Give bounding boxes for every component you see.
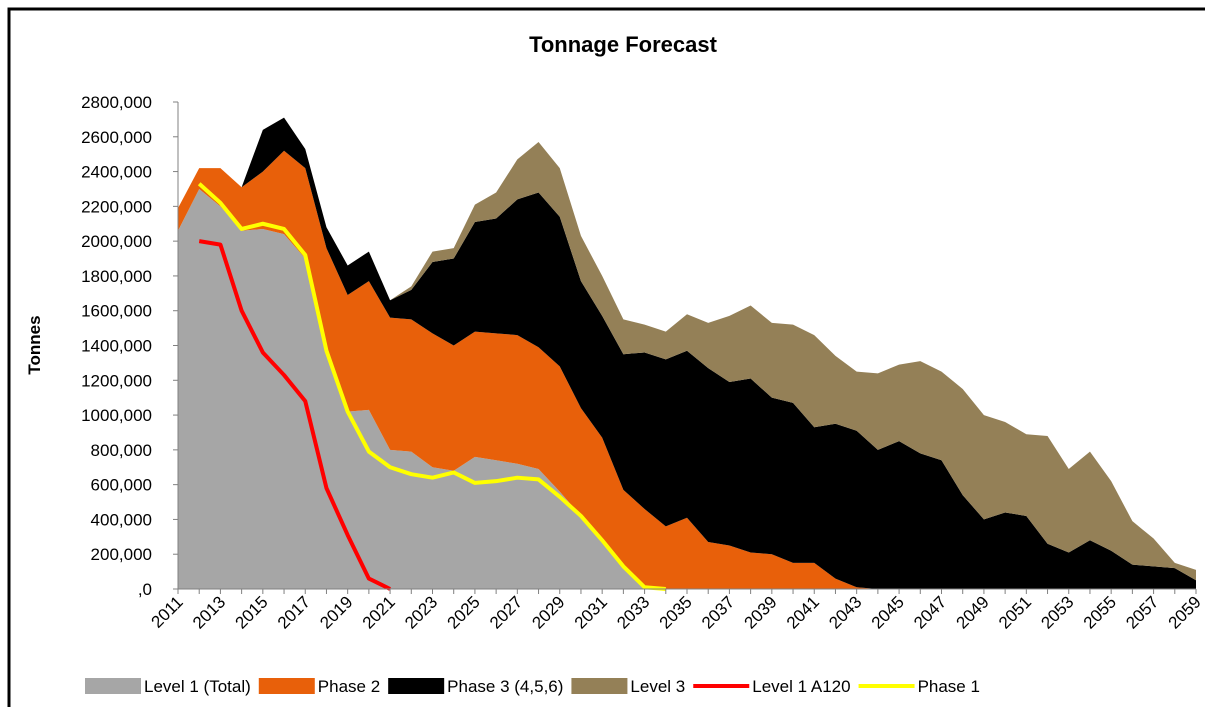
legend-swatch [388,678,445,694]
y-tick-label: 2400,000 [81,163,152,182]
area [178,188,1196,589]
legend-label: Phase 3 (4,5,6) [447,677,563,696]
x-tick-label: 2023 [401,592,441,632]
x-tick-label: 2051 [995,592,1035,632]
x-tick-label: 2035 [656,592,696,632]
legend-swatch [258,678,315,694]
x-tick-label: 2019 [316,592,356,632]
y-tick-label: 2600,000 [81,128,152,147]
y-tick-label: 2800,000 [81,93,152,112]
x-tick-label: 2025 [444,592,484,632]
x-tick-label: 2029 [528,592,568,632]
x-tick-label: 2015 [231,592,271,632]
line [198,239,391,591]
line [197,182,666,591]
x-tick-label: 2041 [783,592,823,632]
y-tick-label: 600,000 [91,476,152,495]
x-tick-label: 2021 [359,592,399,632]
x-tick-label: 2011 [148,592,187,631]
x-tick-label: 2047 [910,592,950,632]
x-tick-label: 2053 [1037,592,1077,632]
x-tick-label: 2037 [698,592,738,632]
chart-frame [7,7,1205,707]
y-tick-label: 1600,000 [81,302,152,321]
legend-swatch [85,678,141,694]
chart-title: Tonnage Forecast [529,32,718,57]
legend-label: Phase 1 [918,677,980,696]
area [178,150,1196,589]
y-tick-label: 800,000 [91,441,152,460]
x-tick-label: 2049 [953,592,993,632]
legend-label: Level 1 A120 [752,677,850,696]
area [178,117,1196,590]
y-tick-label: ,0 [138,580,152,599]
legend-label: Level 3 [630,677,685,696]
x-tick-label: 2057 [1122,592,1162,632]
legend-swatch [571,678,628,694]
legend-label: Level 1 (Total) [144,677,251,696]
x-tick-label: 2027 [486,592,526,632]
x-tick-label: 2039 [740,592,780,632]
y-tick-label: 1000,000 [81,406,152,425]
legend-label: Phase 2 [318,677,380,696]
x-tick-label: 2017 [274,592,314,632]
x-tick-label: 2033 [613,592,653,632]
y-tick-label: 200,000 [91,545,152,564]
y-tick-label: 1400,000 [81,337,152,356]
y-tick-label: 400,000 [91,510,152,529]
x-tick-label: 2045 [868,592,908,632]
area [178,117,1196,581]
y-tick-label: 2200,000 [81,197,152,216]
y-tick-label: 1800,000 [81,267,152,286]
x-tick-label: 2043 [825,592,865,632]
y-tick-label: 2000,000 [81,232,152,251]
x-tick-label: 2013 [189,592,229,632]
x-tick-label: 2031 [571,592,611,632]
x-tick-label: 2055 [1080,592,1120,632]
y-tick-label: 1200,000 [81,371,152,390]
y-axis-label: Tonnes [25,315,44,374]
x-tick-label: 2059 [1165,592,1205,632]
